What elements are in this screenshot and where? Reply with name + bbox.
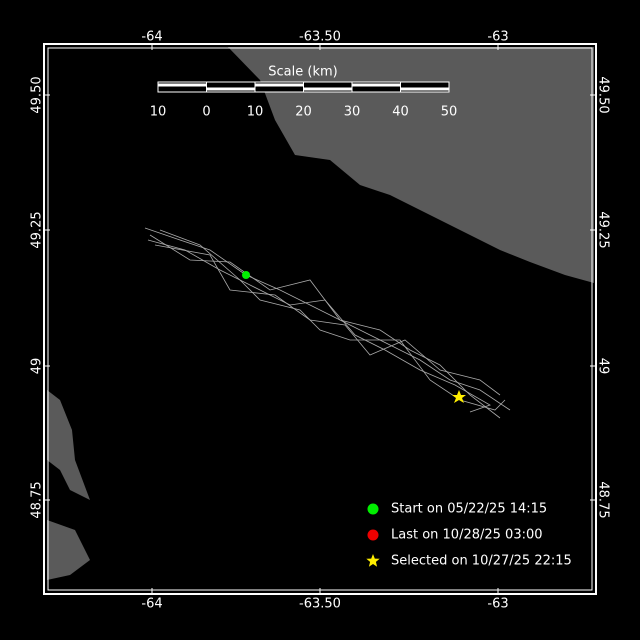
scale-label: 20 bbox=[295, 105, 312, 120]
scale-title: Scale (km) bbox=[268, 65, 337, 80]
legend-label: Last on 10/28/25 03:00 bbox=[391, 528, 543, 543]
lat-label: 49.50 bbox=[30, 76, 45, 113]
lat-label: 49.25 bbox=[596, 211, 611, 248]
lon-label: -63 bbox=[487, 597, 508, 612]
lat-label: 49 bbox=[596, 358, 611, 375]
land bbox=[47, 390, 90, 500]
scale-label: 10 bbox=[150, 105, 167, 120]
legend-symbol bbox=[367, 503, 379, 515]
land bbox=[228, 47, 594, 283]
scale-label: 10 bbox=[247, 105, 264, 120]
land bbox=[47, 520, 90, 580]
legend-symbol bbox=[366, 554, 380, 567]
legend-symbol bbox=[367, 529, 379, 541]
lat-label: 49 bbox=[30, 358, 45, 375]
legend-label: Start on 05/22/25 14:15 bbox=[391, 502, 547, 517]
lat-label: 49.25 bbox=[30, 211, 45, 248]
lon-label: -64 bbox=[141, 597, 162, 612]
legend-label: Selected on 10/27/25 22:15 bbox=[391, 554, 572, 569]
lon-label: -64 bbox=[141, 30, 162, 45]
lon-label: -63 bbox=[487, 30, 508, 45]
scale-label: 50 bbox=[441, 105, 458, 120]
scale-label: 30 bbox=[344, 105, 361, 120]
scale-label: 0 bbox=[202, 105, 210, 120]
selected-marker bbox=[452, 390, 466, 403]
scale-label: 40 bbox=[392, 105, 409, 120]
lon-label: -63.50 bbox=[299, 30, 341, 45]
lat-label: 48.75 bbox=[596, 481, 611, 518]
lat-label: 49.50 bbox=[596, 76, 611, 113]
lon-label: -63.50 bbox=[299, 597, 341, 612]
track bbox=[144, 227, 511, 419]
start-marker bbox=[242, 271, 250, 279]
lat-label: 48.75 bbox=[30, 481, 45, 518]
